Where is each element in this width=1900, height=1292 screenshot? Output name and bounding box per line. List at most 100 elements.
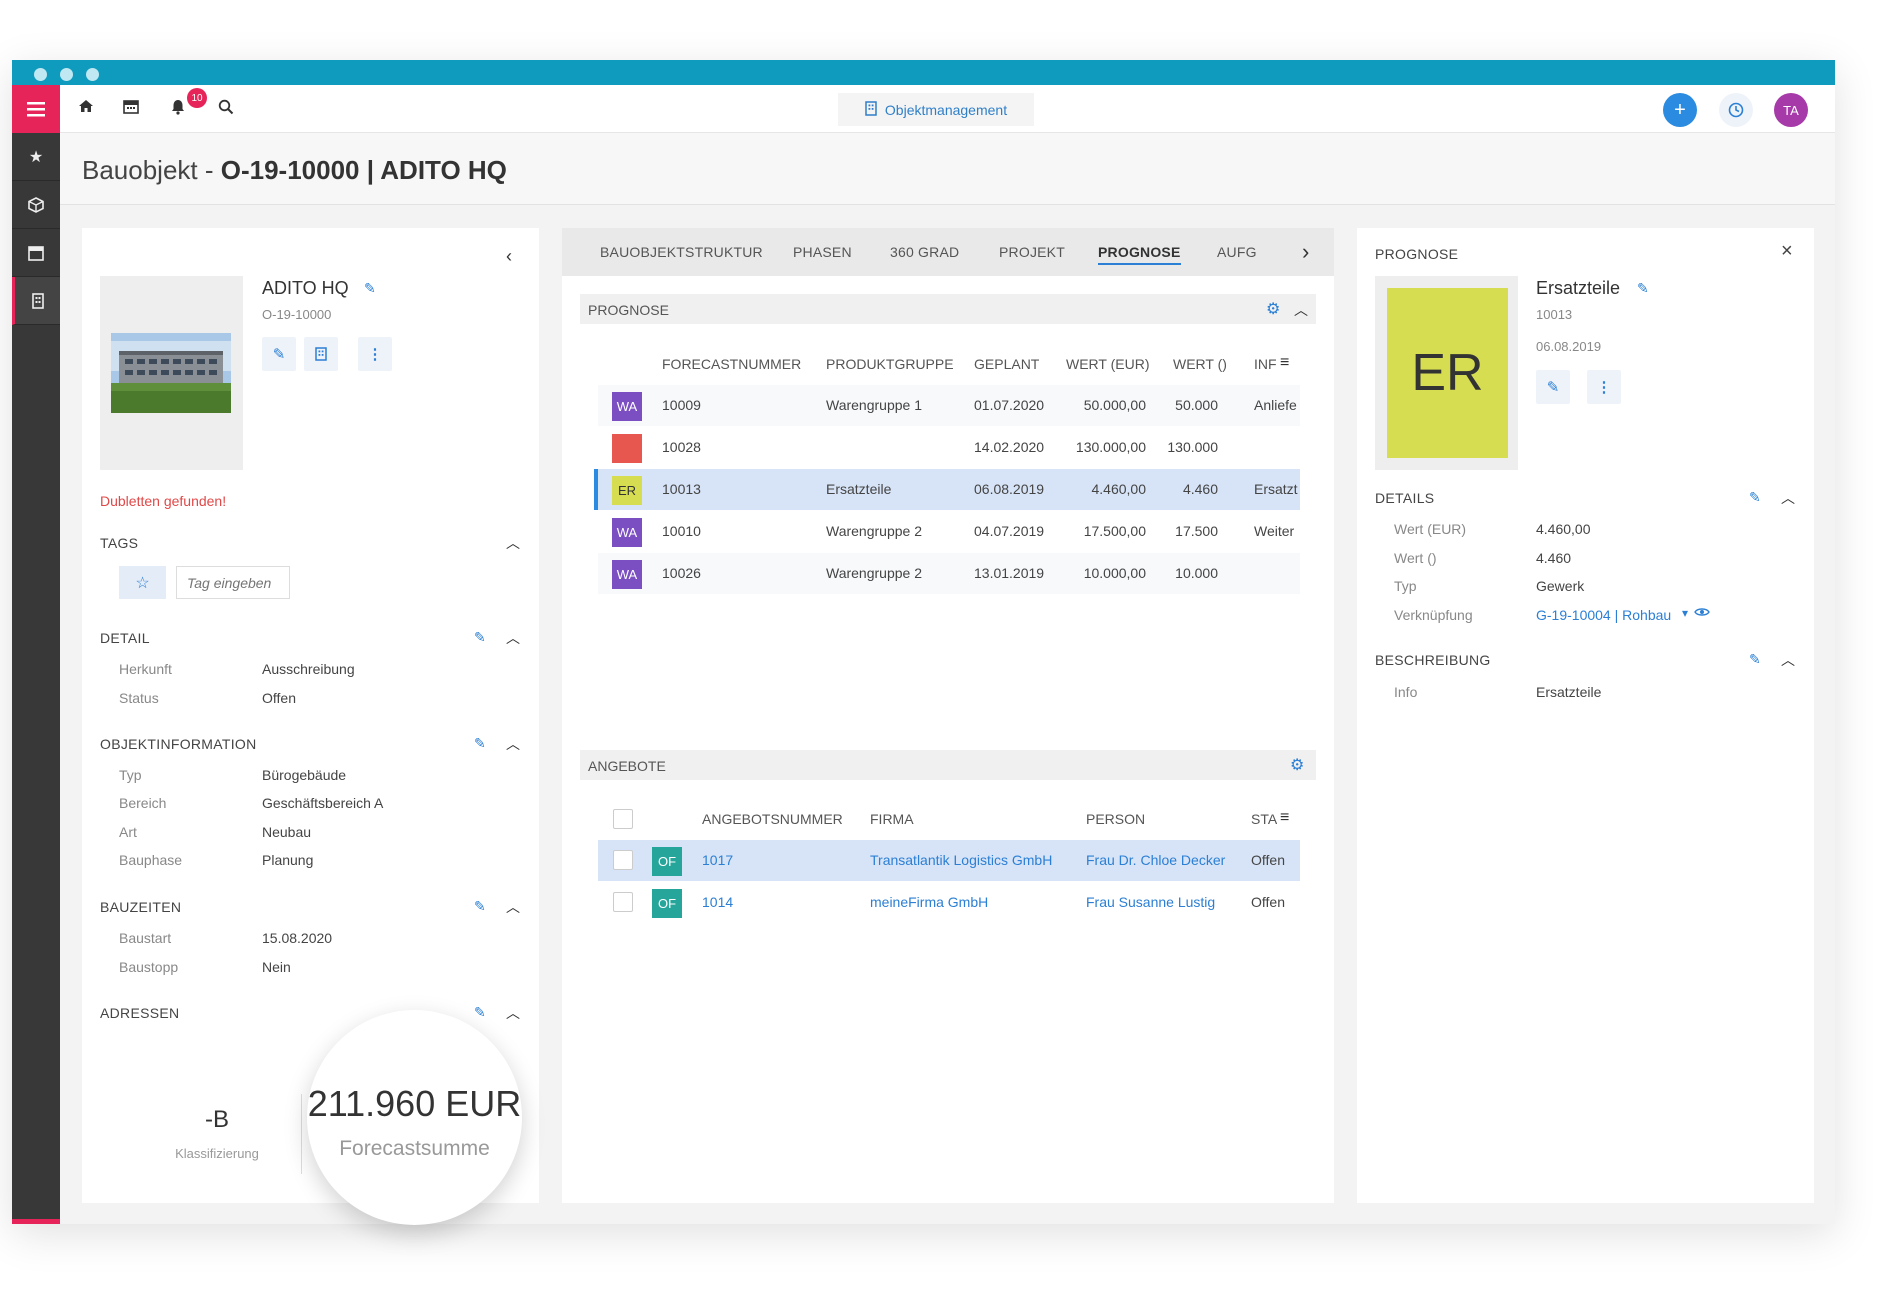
page-title-prefix: Bauobjekt -: [82, 155, 221, 185]
collapse-chevron-up-icon[interactable]: ︿: [506, 1005, 520, 1021]
prognose-row[interactable]: WA 10026 Warengruppe 2 13.01.2019 10.000,00 1…: [598, 553, 1300, 594]
building-icon[interactable]: [304, 337, 338, 371]
row-badge: WA: [612, 392, 642, 421]
adressen-section-title: ADRESSEN: [100, 1005, 180, 1021]
favorites-star-icon[interactable]: ★: [12, 133, 60, 181]
linked-record-link[interactable]: G-19-10004 | Rohbau: [1536, 607, 1672, 623]
cell-nummer[interactable]: 1014: [702, 894, 734, 910]
search-icon[interactable]: [218, 99, 234, 120]
module-switcher[interactable]: Objektmanagement: [838, 93, 1034, 126]
bauzeiten-value: Nein: [262, 959, 291, 975]
edit-pencil-icon[interactable]: ✎: [474, 735, 486, 751]
collapse-chevron-up-icon[interactable]: ︿: [506, 535, 520, 551]
beschreibung-value: Ersatzteile: [1536, 684, 1602, 700]
klassifizierung-value: -B: [205, 1106, 229, 1133]
collapse-panel-chevron-icon[interactable]: ‹: [506, 246, 512, 266]
collapse-chevron-up-icon[interactable]: ︿: [506, 899, 520, 915]
prognose-row[interactable]: WA 10010 Warengruppe 2 04.07.2019 17.500,00 1…: [598, 511, 1300, 552]
info-value: Bürogebäude: [262, 767, 347, 783]
collapse-chevron-up-icon[interactable]: ︿: [1781, 490, 1795, 506]
edit-pencil-icon[interactable]: ✎: [474, 629, 486, 645]
row-badge: ER: [612, 476, 642, 505]
prognose-row[interactable]: ER 10013 Ersatzteile 06.08.2019 4.460,00 4.46…: [594, 469, 1300, 510]
cell-person[interactable]: Frau Susanne Lustig: [1086, 894, 1216, 910]
edit-name-pencil-icon[interactable]: ✎: [364, 280, 376, 296]
info-value: Neubau: [262, 824, 312, 840]
edit-pencil-icon[interactable]: ✎: [474, 898, 486, 914]
edit-pencil-icon[interactable]: ✎: [262, 337, 296, 371]
edit-name-pencil-icon[interactable]: ✎: [1637, 280, 1649, 296]
column-header[interactable]: GEPLANT: [974, 356, 1040, 372]
tab-360-grad[interactable]: 360 GRAD: [890, 244, 960, 260]
edit-pencil-icon[interactable]: ✎: [1536, 370, 1570, 404]
menu-icon[interactable]: [12, 85, 60, 133]
column-header[interactable]: WERT (EUR): [1066, 356, 1150, 372]
user-avatar[interactable]: TA: [1774, 93, 1808, 127]
settings-gear-icon[interactable]: ⚙: [1290, 757, 1305, 774]
cell-firma[interactable]: Transatlantik Logistics GmbH: [870, 852, 1053, 868]
calendar-grid-icon[interactable]: [12, 229, 60, 277]
tab-prognose[interactable]: PROGNOSE: [1098, 244, 1181, 265]
prognose-row[interactable]: 10028 14.02.2020 130.000,00 130.000: [598, 427, 1300, 468]
column-header[interactable]: PERSON: [1086, 811, 1146, 827]
angebot-row[interactable]: OF 1014 meineFirma GmbH Frau Susanne Lustig…: [598, 882, 1300, 923]
window-dot[interactable]: [34, 68, 47, 81]
column-menu-icon[interactable]: ≡: [1280, 809, 1290, 826]
info-value: Planung: [262, 852, 314, 868]
column-menu-icon[interactable]: ≡: [1280, 354, 1290, 371]
history-icon[interactable]: [1719, 93, 1753, 127]
cell-nummer[interactable]: 1017: [702, 852, 734, 868]
edit-pencil-icon[interactable]: ✎: [1749, 489, 1761, 505]
column-header[interactable]: FIRMA: [870, 811, 914, 827]
cell-wert: 4.460: [1182, 481, 1218, 497]
page-title: Bauobjekt - O-19-10000 | ADITO HQ: [82, 155, 507, 186]
column-header[interactable]: INF: [1254, 356, 1277, 372]
settings-gear-icon[interactable]: ⚙: [1266, 301, 1281, 318]
prognose-row[interactable]: WA 10009 Warengruppe 1 01.07.2020 50.000,00 5…: [598, 385, 1300, 426]
cell-firma[interactable]: meineFirma GmbH: [870, 894, 989, 910]
eye-icon[interactable]: [1694, 605, 1710, 623]
info-value: Geschäftsbereich A: [262, 795, 384, 811]
detail-label: Typ: [1394, 578, 1417, 594]
angebot-row[interactable]: OF 1017 Transatlantik Logistics GmbH Frau D…: [598, 840, 1300, 881]
collapse-chevron-up-icon[interactable]: ︿: [1294, 302, 1308, 318]
favorite-star-icon[interactable]: ☆: [119, 566, 166, 599]
row-checkbox[interactable]: [613, 850, 633, 870]
collapse-chevron-up-icon[interactable]: ︿: [506, 736, 520, 752]
bell-icon[interactable]: [171, 99, 185, 120]
angebote-grid-header: ANGEBOTE ⚙: [580, 750, 1316, 780]
more-options-icon[interactable]: ⋮: [358, 337, 392, 371]
add-button[interactable]: +: [1663, 93, 1697, 127]
building-icon[interactable]: [12, 277, 60, 325]
window-dot[interactable]: [60, 68, 73, 81]
more-options-icon[interactable]: ⋮: [1587, 370, 1621, 404]
cell-person[interactable]: Frau Dr. Chloe Decker: [1086, 852, 1226, 868]
tabs-scroll-right-chevron-icon[interactable]: ›: [1302, 239, 1310, 264]
select-all-checkbox[interactable]: [613, 809, 633, 829]
column-header[interactable]: PRODUKTGRUPPE: [826, 356, 954, 372]
close-icon[interactable]: ×: [1781, 240, 1793, 262]
tab-projekt[interactable]: PROJEKT: [999, 244, 1065, 260]
column-header[interactable]: FORECASTNUMMER: [662, 356, 802, 372]
tab-phasen[interactable]: PHASEN: [793, 244, 852, 260]
column-header[interactable]: ANGEBOTSNUMMER: [702, 811, 843, 827]
link-dropdown-caret-icon[interactable]: ▾: [1682, 606, 1689, 620]
tag-input[interactable]: [176, 566, 290, 599]
edit-pencil-icon[interactable]: ✎: [474, 1004, 486, 1020]
sidebar-accent-bar: [12, 1219, 60, 1224]
home-icon[interactable]: [78, 99, 94, 118]
window-dot[interactable]: [86, 68, 99, 81]
tab-bauobjektstruktur[interactable]: BAUOBJEKTSTRUKTUR: [600, 244, 763, 260]
cell-wert: 50.000: [1175, 397, 1218, 413]
collapse-chevron-up-icon[interactable]: ︿: [1781, 652, 1795, 668]
cube-icon[interactable]: [12, 181, 60, 229]
info-label: Bereich: [119, 795, 167, 811]
column-header[interactable]: STA: [1251, 811, 1277, 827]
edit-pencil-icon[interactable]: ✎: [1749, 651, 1761, 667]
collapse-chevron-up-icon[interactable]: ︿: [506, 630, 520, 646]
tab-aufg[interactable]: AUFG: [1217, 244, 1257, 260]
notification-count-badge[interactable]: 10: [187, 88, 207, 108]
column-header[interactable]: WERT (): [1173, 356, 1227, 372]
row-checkbox[interactable]: [613, 892, 633, 912]
calendar-icon[interactable]: [123, 99, 139, 119]
